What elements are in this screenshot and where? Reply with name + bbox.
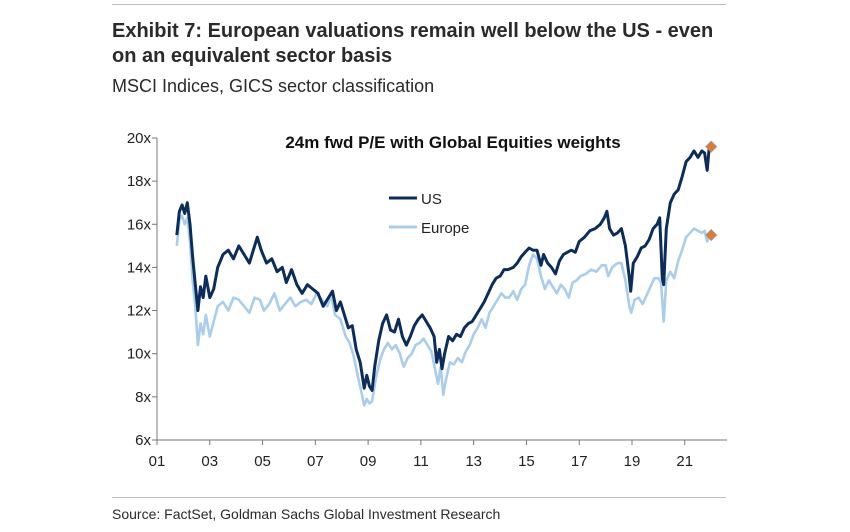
latest-marker-europe <box>705 229 718 242</box>
series-layer <box>175 140 718 407</box>
x-tick-label: 21 <box>676 453 693 470</box>
x-tick-label: 13 <box>465 453 482 470</box>
latest-marker-us <box>705 140 718 153</box>
top-rule <box>112 4 726 5</box>
y-tick-label: 8x <box>135 389 151 406</box>
x-tick-label: 05 <box>254 453 271 470</box>
legend-label-europe: Europe <box>421 220 469 237</box>
x-tick-label: 19 <box>624 453 641 470</box>
x-tick-label: 09 <box>360 453 377 470</box>
exhibit-title: Exhibit 7: European valuations remain we… <box>112 20 714 67</box>
y-tick-label: 12x <box>127 303 152 320</box>
x-tick-label: 03 <box>201 453 218 470</box>
axes: 6x 8x 10x 12x 14x 16x 18x 20x 01 03 05 07 09 11 13 15 17… <box>127 130 727 470</box>
y-tick-label: 20x <box>127 130 152 147</box>
x-tick-label: 01 <box>149 453 166 470</box>
x-tick-label: 17 <box>571 453 588 470</box>
y-tick-label: 14x <box>127 259 152 276</box>
legend: US Europe <box>389 191 469 237</box>
exhibit-subtitle: MSCI Indices, GICS sector classification <box>112 76 435 96</box>
series-line-europe <box>175 214 711 407</box>
chart-title: 24m fwd P/E with Global Equities weights <box>285 133 620 152</box>
y-tick-label: 10x <box>127 346 152 363</box>
series-line-us <box>175 148 711 392</box>
legend-label-us: US <box>421 191 442 208</box>
bottom-rule <box>112 497 726 498</box>
x-tick-label: 11 <box>413 453 429 470</box>
x-tick-label: 15 <box>518 453 535 470</box>
source-note: Source: FactSet, Goldman Sachs Global In… <box>112 506 501 522</box>
line-chart: 24m fwd P/E with Global Equities weights… <box>127 130 727 470</box>
y-tick-label: 16x <box>127 216 152 233</box>
y-tick-label: 6x <box>135 432 151 449</box>
y-tick-label: 18x <box>127 173 152 190</box>
x-tick-label: 07 <box>307 453 324 470</box>
